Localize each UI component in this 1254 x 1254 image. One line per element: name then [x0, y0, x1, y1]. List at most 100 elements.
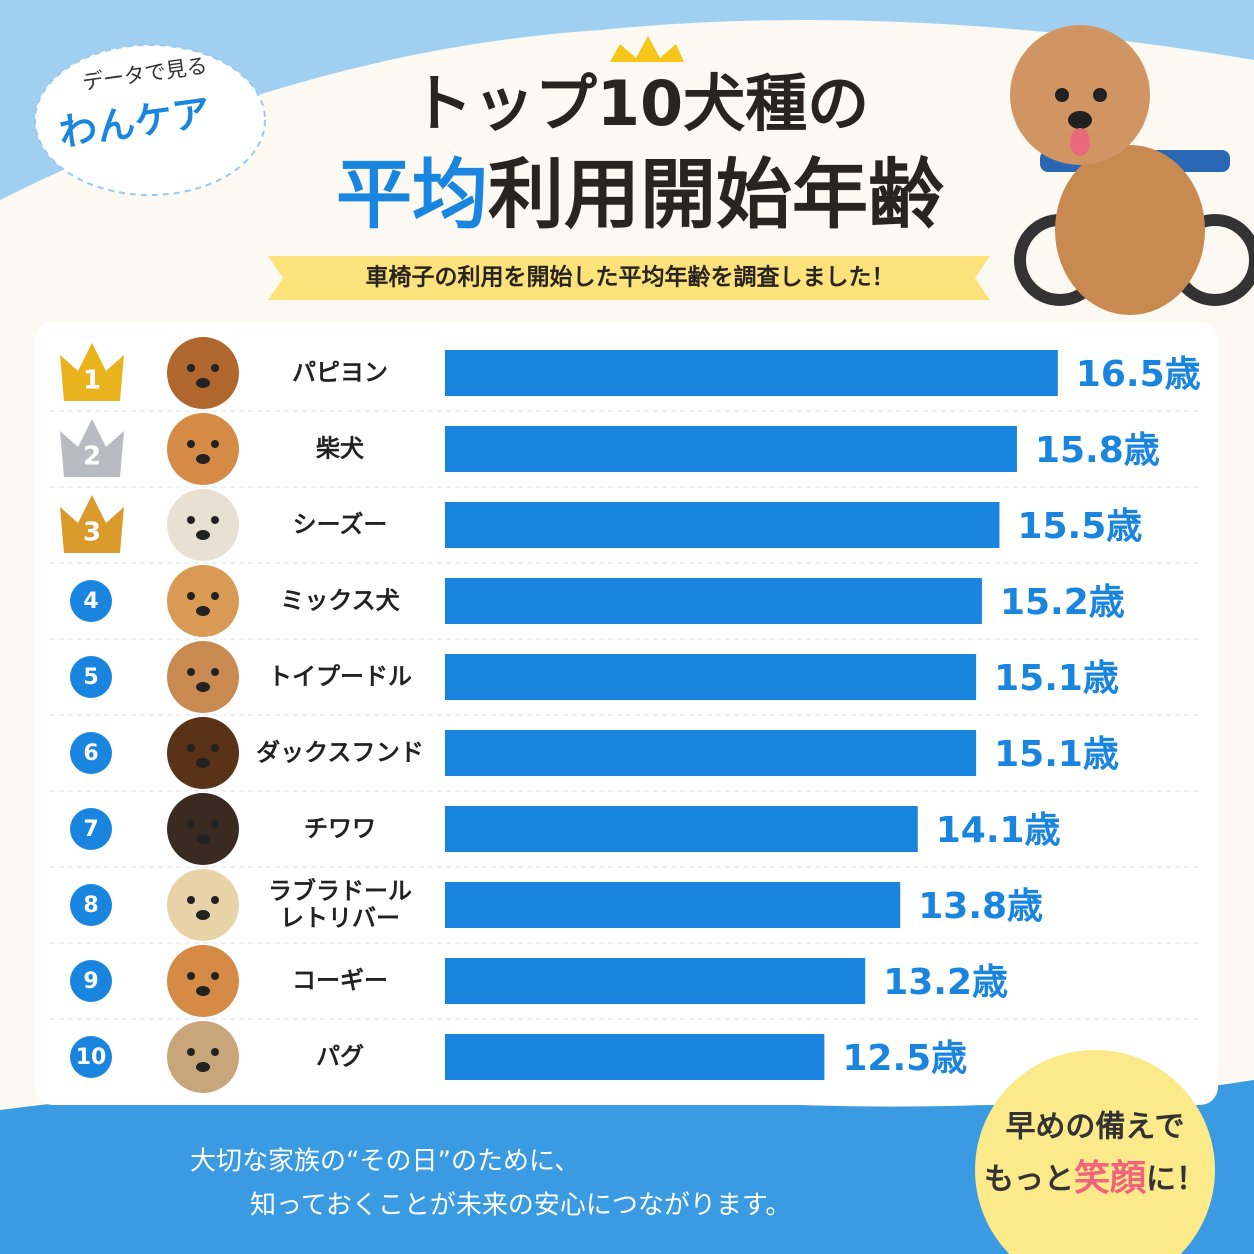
dog-eye — [211, 744, 219, 752]
dog-nose — [196, 910, 210, 920]
dog-eye — [187, 440, 195, 448]
dog-nose — [196, 834, 210, 844]
title: トップ10犬種の — [411, 67, 869, 140]
rank-number: 3 — [83, 518, 101, 548]
rank-circle — [70, 580, 112, 622]
rank-circle — [70, 732, 112, 774]
dog-eye — [187, 972, 195, 980]
dog-photo — [167, 1021, 239, 1093]
dog-eye — [211, 668, 219, 676]
bar — [445, 426, 1017, 472]
rank-number: 1 — [83, 366, 101, 396]
dog-nose — [196, 378, 210, 388]
dog-nose — [196, 454, 210, 464]
dog-nose — [196, 606, 210, 616]
rank-number: 10 — [76, 1045, 107, 1070]
dog-photo — [167, 337, 239, 409]
badge-cloud — [34, 44, 266, 196]
rank-number: 6 — [83, 741, 98, 766]
category-label: ダックスフンド — [256, 738, 424, 767]
dog-eye — [187, 1048, 195, 1056]
dog-nose — [196, 1062, 210, 1072]
value-label: 15.1歳 — [994, 658, 1119, 699]
dog-eye — [211, 592, 219, 600]
value-label: 13.8歳 — [918, 886, 1043, 927]
value-label: 13.2歳 — [883, 962, 1008, 1003]
dog-eye — [211, 364, 219, 372]
bar — [445, 502, 1000, 548]
poodle-illustration — [1010, 25, 1254, 315]
value-label: 15.5歳 — [1017, 506, 1142, 547]
rank-circle — [70, 1036, 112, 1078]
category-label: トイプードル — [268, 662, 412, 691]
dog-eye — [187, 744, 195, 752]
value-label: 15.8歳 — [1035, 430, 1160, 471]
footer-line2: 知っておくことが未来の安心につながります。 — [250, 1191, 791, 1221]
dog-eye — [187, 820, 195, 828]
dog-eye — [187, 516, 195, 524]
category-label: コーギー — [292, 966, 388, 995]
dog-photo — [167, 413, 239, 485]
dog-eye — [211, 896, 219, 904]
dog-nose — [196, 530, 210, 540]
bar — [445, 350, 1058, 396]
crown-decor — [610, 36, 684, 62]
category-label: ラブラドール レトリバー — [268, 877, 412, 932]
dog-photo — [167, 717, 239, 789]
dog-photo — [167, 793, 239, 865]
dog-photo — [167, 565, 239, 637]
rank-circle — [70, 884, 112, 926]
bubble-line1: 早めの備えで — [1005, 1110, 1184, 1145]
dog-eye — [187, 364, 195, 372]
bubble-line2: もっと笑顔に！ — [984, 1158, 1206, 1199]
category-label: パピヨン — [292, 358, 388, 387]
dog-photo — [167, 489, 239, 561]
rank-crown — [60, 495, 124, 553]
dog-photo — [167, 869, 239, 941]
bar — [445, 806, 918, 852]
top-wave — [0, 0, 1254, 200]
category-label: 柴犬 — [316, 434, 364, 463]
rank-number: 7 — [83, 817, 98, 842]
dog-eye — [211, 1048, 219, 1056]
dog-eye — [211, 820, 219, 828]
bar — [445, 882, 901, 928]
dog-eye — [187, 668, 195, 676]
title-highlight: 平均 — [336, 150, 488, 239]
rank-crown — [60, 343, 124, 401]
bubble-post: に！ — [1146, 1162, 1206, 1197]
title-line2: 平均利用開始年齢 — [336, 150, 944, 239]
value-label: 12.5歳 — [842, 1038, 967, 1079]
value-label: 15.1歳 — [994, 734, 1119, 775]
subtitle-ribbon — [268, 256, 990, 300]
footer-line1: 大切な家族の“その日”のために、 — [190, 1147, 580, 1177]
rank-number: 9 — [83, 969, 98, 994]
rank-crown — [60, 419, 124, 477]
bubble — [975, 1050, 1215, 1254]
rank-circle — [70, 808, 112, 850]
rank-number: 8 — [83, 893, 98, 918]
dog-nose — [196, 682, 210, 692]
dog-nose — [196, 758, 210, 768]
dog-eye — [187, 592, 195, 600]
category-label: シーズー — [292, 510, 388, 539]
rank-number: 4 — [83, 589, 98, 614]
dog-eye — [211, 440, 219, 448]
bubble-pre: もっと — [984, 1162, 1074, 1197]
bar — [445, 578, 982, 624]
bubble-highlight: 笑顔 — [1074, 1158, 1146, 1199]
rank-circle — [70, 656, 112, 698]
rank-number: 5 — [83, 665, 98, 690]
category-label: チワワ — [304, 814, 376, 843]
dog-eye — [187, 896, 195, 904]
value-label: 16.5歳 — [1076, 354, 1201, 395]
rank-number: 2 — [83, 442, 101, 472]
value-label: 15.2歳 — [1000, 582, 1125, 623]
bar — [445, 730, 977, 776]
bar — [445, 1034, 825, 1080]
bottom-wave — [0, 1080, 1254, 1254]
dog-nose — [196, 986, 210, 996]
bar — [445, 958, 866, 1004]
